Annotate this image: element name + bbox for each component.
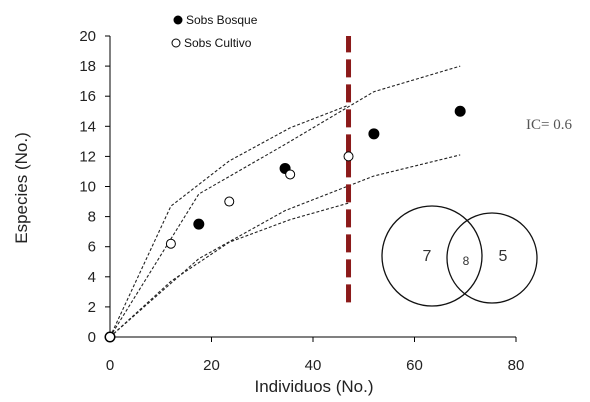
y-tick-label: 16 xyxy=(79,88,96,105)
confidence-line-0 xyxy=(109,104,349,338)
legend-label-cultivo: Sobs Cultivo xyxy=(184,36,252,50)
y-tick-label: 18 xyxy=(79,58,96,75)
legend: Sobs Bosque Sobs Cultivo xyxy=(171,13,258,50)
venn-left-count: 7 xyxy=(423,248,432,265)
y-tick-label: 14 xyxy=(79,118,96,135)
y-tick-label: 4 xyxy=(88,269,96,286)
legend-marker-cultivo xyxy=(171,38,181,48)
bosque-point xyxy=(193,218,205,230)
venn-circle-left xyxy=(381,205,483,307)
data-points xyxy=(104,105,466,343)
cultivo-point xyxy=(165,238,176,249)
x-tick-label: 0 xyxy=(106,357,114,374)
cultivo-point xyxy=(224,196,235,207)
cultivo-point xyxy=(343,151,354,162)
y-tick-label: 0 xyxy=(88,329,96,346)
venn-shared-count: 8 xyxy=(463,254,470,268)
x-tick-label: 20 xyxy=(203,357,220,374)
confidence-line-1 xyxy=(109,202,349,338)
x-axis-label: Individuos (No.) xyxy=(254,377,373,396)
confidence-line-2 xyxy=(109,65,461,338)
confidence-lines xyxy=(109,65,461,338)
y-tick-label: 10 xyxy=(79,179,96,196)
x-tick-label: 60 xyxy=(406,357,423,374)
cultivo-point xyxy=(105,332,115,342)
confidence-line-3 xyxy=(109,154,461,338)
y-tick-label: 6 xyxy=(88,239,96,256)
y-tick-label: 8 xyxy=(88,209,96,226)
x-tick-label: 80 xyxy=(508,357,525,374)
x-tick-label: 40 xyxy=(305,357,322,374)
y-tick-label: 12 xyxy=(79,148,96,165)
venn-right-count: 5 xyxy=(499,248,508,265)
venn-circle-right xyxy=(446,212,538,304)
x-axis-ticks: 0 20 40 60 80 xyxy=(106,337,525,374)
y-axis-label: Especies (No.) xyxy=(12,132,31,243)
ic-annotation: IC= 0.6 xyxy=(526,117,572,133)
y-tick-label: 2 xyxy=(88,299,96,316)
bosque-point xyxy=(368,128,380,140)
cultivo-point xyxy=(285,169,296,180)
venn-diagram: 7 8 5 xyxy=(381,205,538,307)
legend-marker-bosque xyxy=(173,15,183,25)
legend-label-bosque: Sobs Bosque xyxy=(186,13,258,27)
y-axis-ticks: 0 2 4 6 8 10 12 14 16 18 20 xyxy=(79,28,110,346)
bosque-point xyxy=(454,105,466,117)
y-tick-label: 20 xyxy=(79,28,96,45)
axes xyxy=(109,36,516,338)
